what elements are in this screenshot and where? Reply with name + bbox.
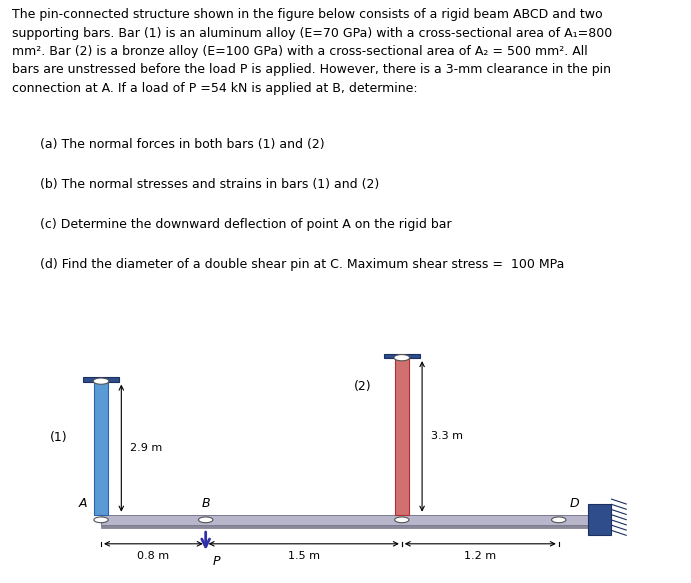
Text: (2): (2) xyxy=(354,380,371,394)
Bar xyxy=(587,504,611,535)
Bar xyxy=(94,382,108,515)
Circle shape xyxy=(198,517,213,523)
Text: (c) Determine the downward deflection of point A on the rigid bar: (c) Determine the downward deflection of… xyxy=(40,218,452,231)
Circle shape xyxy=(394,354,410,361)
Bar xyxy=(384,353,420,358)
Bar xyxy=(101,525,587,528)
Text: 2.9 m: 2.9 m xyxy=(131,443,162,453)
Text: (a) The normal forces in both bars (1) and (2): (a) The normal forces in both bars (1) a… xyxy=(40,138,325,151)
Circle shape xyxy=(395,517,409,523)
Bar xyxy=(83,377,120,382)
Circle shape xyxy=(94,517,108,523)
Text: A: A xyxy=(79,497,87,510)
Circle shape xyxy=(551,517,566,523)
Text: 1.2 m: 1.2 m xyxy=(464,550,496,561)
Text: The pin-connected structure shown in the figure below consists of a rigid beam A: The pin-connected structure shown in the… xyxy=(12,8,612,95)
Text: C: C xyxy=(395,497,404,510)
Bar xyxy=(395,358,409,515)
Text: B: B xyxy=(201,497,210,510)
FancyBboxPatch shape xyxy=(101,515,587,525)
Text: D: D xyxy=(569,497,579,510)
Text: (b) The normal stresses and strains in bars (1) and (2): (b) The normal stresses and strains in b… xyxy=(40,178,379,191)
Text: (d) Find the diameter of a double shear pin at C. Maximum shear stress =  100 MP: (d) Find the diameter of a double shear … xyxy=(40,258,565,271)
Text: (1): (1) xyxy=(50,431,68,444)
Circle shape xyxy=(93,378,109,384)
Text: P: P xyxy=(212,555,220,568)
Text: 0.8 m: 0.8 m xyxy=(138,550,169,561)
Text: 1.5 m: 1.5 m xyxy=(287,550,320,561)
Text: 3.3 m: 3.3 m xyxy=(431,431,463,441)
